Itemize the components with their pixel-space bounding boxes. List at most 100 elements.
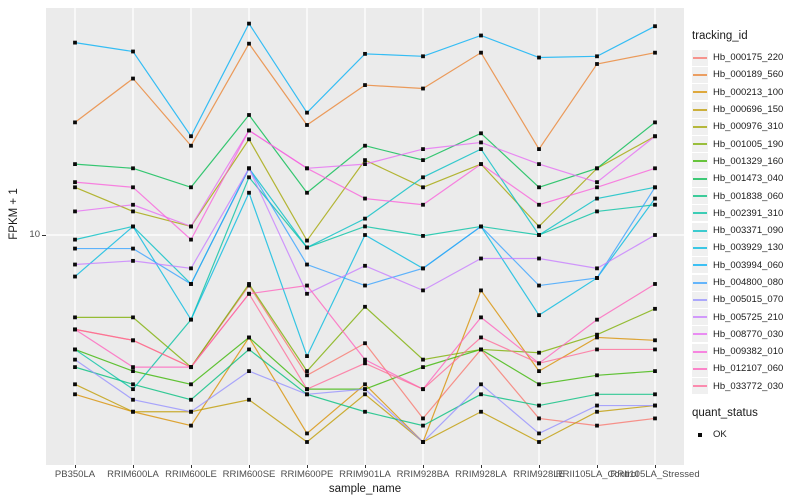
data-point-Hb_003371_090 [479, 147, 483, 152]
data-point-Hb_012107_060 [595, 317, 599, 322]
legend-color-line [693, 229, 707, 232]
data-point-Hb_004800_080 [421, 266, 425, 271]
data-point-Hb_001473_040 [479, 131, 483, 136]
legend-label: Hb_000213_100 [713, 86, 784, 98]
data-point-Hb_000213_100 [73, 392, 77, 397]
legend-color-line [693, 91, 707, 94]
data-point-Hb_004800_080 [73, 246, 77, 251]
data-point-Hb_033772_030 [363, 361, 367, 366]
data-point-Hb_003371_090 [73, 237, 77, 242]
data-point-Hb_005015_070 [595, 403, 599, 408]
legend-key-line-icon [692, 274, 708, 291]
data-point-Hb_001838_060 [653, 392, 657, 397]
y-tick-label: 10 [29, 229, 40, 240]
data-point-Hb_009382_010 [131, 185, 135, 190]
data-point-Hb_008770_030 [653, 134, 657, 139]
quant-ok-key [692, 427, 708, 443]
legend-color-line [693, 316, 707, 319]
data-point-Hb_001005_190 [305, 369, 309, 374]
legend-color-line [693, 350, 707, 353]
data-point-Hb_001473_040 [653, 120, 657, 125]
legend-color-line [693, 143, 707, 146]
data-point-Hb_003929_130 [537, 313, 541, 318]
x-tick-mark [365, 465, 366, 468]
data-point-Hb_001838_060 [247, 347, 251, 352]
data-point-Hb_008770_030 [537, 162, 541, 167]
legend-item-Hb_002391_310: Hb_002391_310 [692, 205, 798, 222]
legend-key-line-icon [692, 84, 708, 101]
data-point-Hb_000189_560 [363, 83, 367, 87]
data-point-Hb_001005_190 [247, 282, 251, 286]
data-point-Hb_000175_220 [653, 416, 657, 421]
data-point-Hb_001838_060 [189, 397, 193, 402]
legend-label: Hb_001838_060 [713, 190, 784, 202]
legend-label: Hb_001005_190 [713, 138, 784, 150]
legend-item-Hb_000976_310: Hb_000976_310 [692, 118, 798, 135]
x-tick-label-PB350LA: PB350LA [54, 469, 96, 480]
legend-item-Hb_001005_190: Hb_001005_190 [692, 135, 798, 153]
legend-item-Hb_000213_100: Hb_000213_100 [692, 84, 798, 101]
data-point-Hb_012107_060 [131, 365, 135, 370]
data-point-Hb_003371_090 [305, 245, 309, 250]
legend-color-line [693, 385, 707, 388]
data-point-Hb_005725_210 [131, 258, 135, 263]
legend-label: Hb_008770_030 [713, 328, 784, 340]
data-point-Hb_000976_310 [305, 238, 309, 243]
data-point-Hb_001838_060 [421, 423, 425, 428]
data-point-Hb_001838_060 [595, 392, 599, 397]
legend-key-line-icon [692, 205, 708, 222]
data-point-Hb_002391_310 [653, 202, 657, 207]
data-point-Hb_009382_010 [73, 180, 77, 185]
data-point-Hb_004800_080 [653, 185, 657, 190]
legend-key-line-icon [692, 239, 708, 256]
legend-item-Hb_003994_060: Hb_003994_060 [692, 257, 798, 274]
data-point-Hb_005725_210 [653, 233, 657, 237]
data-point-Hb_000189_560 [653, 50, 657, 55]
legend-key-line-icon [692, 309, 708, 326]
data-point-Hb_005725_210 [247, 166, 251, 171]
data-point-Hb_002391_310 [363, 224, 367, 229]
legend-item-Hb_000696_150: Hb_000696_150 [692, 101, 798, 118]
x-tick-mark [597, 465, 598, 468]
legend-item-Hb_003929_130: Hb_003929_130 [692, 239, 798, 256]
y-tick-mark [42, 235, 46, 236]
data-point-Hb_005015_070 [305, 392, 309, 397]
data-point-Hb_003929_130 [247, 190, 251, 195]
legend-label: Hb_005015_070 [713, 294, 784, 306]
legend-color-line [693, 195, 707, 198]
data-point-Hb_002391_310 [247, 175, 251, 180]
data-point-Hb_033772_030 [131, 338, 135, 343]
legend-label: Hb_002391_310 [713, 207, 784, 219]
data-point-Hb_033772_030 [247, 291, 251, 296]
data-point-Hb_000696_150 [305, 440, 309, 444]
data-point-Hb_000976_310 [363, 158, 367, 163]
data-point-Hb_004800_080 [363, 283, 367, 288]
legend-label: Hb_009382_010 [713, 346, 784, 358]
legend-key-line-icon [692, 170, 708, 187]
data-point-Hb_005725_210 [73, 262, 77, 267]
data-point-Hb_000189_560 [189, 143, 193, 148]
data-point-Hb_033772_030 [595, 347, 599, 352]
legend-item-Hb_005015_070: Hb_005015_070 [692, 291, 798, 308]
legend-item-Hb_005725_210: Hb_005725_210 [692, 308, 798, 326]
data-point-Hb_003994_060 [363, 51, 367, 56]
data-point-Hb_000175_220 [421, 416, 425, 421]
x-tick-label-RRIM600LE: RRIM600LE [165, 469, 217, 480]
data-point-Hb_033772_030 [305, 387, 309, 392]
x-tick-label-RRII105LA_Stressed: RRII105LA_Stressed [610, 469, 700, 480]
data-point-Hb_005015_070 [479, 382, 483, 387]
legend-color-line [693, 212, 707, 215]
data-point-Hb_001473_040 [131, 166, 135, 171]
data-point-Hb_000175_220 [537, 416, 541, 421]
data-point-Hb_003371_090 [421, 175, 425, 180]
data-point-Hb_001005_190 [595, 332, 599, 337]
data-point-Hb_008770_030 [131, 202, 135, 207]
data-point-Hb_001473_040 [537, 185, 541, 190]
legend-color-line [693, 281, 707, 284]
data-point-Hb_001329_160 [653, 369, 657, 374]
legend-label: Hb_004800_080 [713, 277, 784, 288]
data-point-Hb_033772_030 [421, 387, 425, 392]
data-point-Hb_005015_070 [131, 397, 135, 402]
data-point-Hb_004800_080 [537, 283, 541, 288]
data-point-Hb_005015_070 [363, 387, 367, 392]
